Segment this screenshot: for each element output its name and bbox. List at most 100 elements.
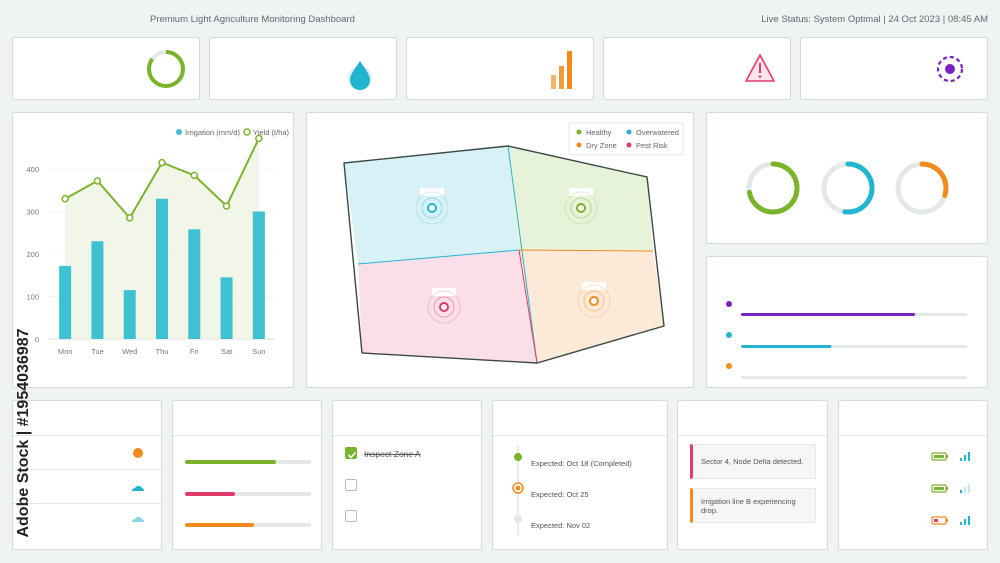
- soil-metrics-card: [172, 400, 322, 550]
- signal-weak-icon: [960, 484, 970, 493]
- task-label-1: Inspect Zone A: [364, 449, 421, 459]
- kpi-card-alerts[interactable]: [603, 37, 791, 100]
- y-tick-label: 100: [26, 293, 39, 302]
- y-tick-label: 400: [26, 165, 39, 174]
- signal-strong-icon-2: [960, 516, 970, 525]
- metric-bar-green: [185, 460, 276, 464]
- task-checkbox-2[interactable]: [345, 479, 357, 491]
- bar-sat: [220, 277, 233, 339]
- ring-gauges-card: [706, 112, 988, 244]
- progress-marker-3: [726, 363, 732, 369]
- metric-bar-pink: [185, 492, 236, 496]
- sun-icon: [133, 448, 143, 458]
- progress-bar-2: [741, 345, 832, 348]
- ring-gauge-3: [895, 161, 949, 215]
- timeline-card: Expected: Oct 18 (Completed) Expected: O…: [492, 400, 668, 550]
- ring-gauges: [746, 161, 949, 215]
- yield-point-mon: [61, 195, 69, 203]
- bar-sun: [252, 211, 265, 339]
- bar-fri: [188, 229, 201, 339]
- page-title: Premium Light Agriculture Monitoring Das…: [150, 14, 355, 25]
- y-tick-label: 0: [35, 335, 39, 344]
- kpi-card-yield[interactable]: [406, 37, 594, 100]
- battery-low-icon: [931, 516, 948, 525]
- zone-healthy: [508, 146, 653, 251]
- cloud-icon: [132, 485, 145, 491]
- legend-overwatered: Overwatered: [636, 128, 679, 137]
- bar-mon: [59, 265, 72, 339]
- yield-point-thu: [158, 158, 166, 167]
- cloud-light-icon: [132, 516, 145, 522]
- alert-text-2: Irrigation line B experiencing drop.: [701, 496, 796, 515]
- alert-item-2[interactable]: Irrigation line B experiencing drop.: [690, 488, 816, 523]
- x-tick-label: Thu: [156, 347, 169, 356]
- timeline-item-3: Expected: Nov 02: [531, 521, 591, 530]
- y-tick-label: 300: [26, 208, 39, 217]
- warning-triangle-icon: [745, 54, 775, 82]
- map-legend: Healthy Overwatered Dry Zone Pest Risk: [568, 122, 684, 156]
- watermark-text: Adobe Stock | #1954036987: [15, 327, 32, 538]
- field-map[interactable]: Healthy Overwatered Dry Zone Pest Risk: [307, 113, 695, 389]
- yield-point-sun: [255, 134, 263, 143]
- water-drop-icon: [348, 61, 372, 90]
- alert-item-1[interactable]: Sector 4, Node Delta detected.: [690, 444, 816, 479]
- x-tick-label: Mon: [58, 347, 73, 356]
- task-checkbox-3[interactable]: [345, 510, 357, 522]
- status-time: 08:45 AM: [947, 14, 988, 25]
- sensor-healthy[interactable]: [564, 188, 598, 225]
- status-separator: |: [880, 14, 889, 25]
- irrigation-yield-chart-card: 0 100 200 300 400 Mon Tue Wed Thu Fri Sat Sun Irriga…: [12, 112, 294, 388]
- zone-dry: [519, 250, 664, 363]
- x-tick-label: Tue: [91, 347, 104, 356]
- task-checkbox-1[interactable]: [345, 447, 357, 459]
- yield-point-sat: [222, 202, 231, 210]
- bar-chart-icon: [551, 51, 572, 89]
- timeline-item-1: Expected: Oct 18 (Completed): [531, 459, 632, 468]
- timeline-dot-upcoming: [514, 515, 522, 523]
- kpi-card-progress[interactable]: [12, 37, 200, 100]
- bar-tue: [91, 241, 104, 339]
- x-tick-label: Fri: [190, 347, 199, 356]
- target-icon: [936, 55, 964, 83]
- timeline-item-2: Expected: Oct 25: [531, 490, 589, 499]
- ring-gauge-1: [746, 161, 800, 215]
- field-map-card: Healthy Overwatered Dry Zone Pest Risk: [306, 112, 694, 388]
- tasks-card: Inspect Zone A: [332, 400, 482, 550]
- kpi-card-water[interactable]: [209, 37, 397, 100]
- legend-dry-zone: Dry Zone: [586, 141, 617, 150]
- metric-track-1: [185, 460, 311, 464]
- yield-point-fri: [190, 171, 199, 180]
- devices-card: [838, 400, 988, 550]
- irrigation-yield-chart: 0 100 200 300 400 Mon Tue Wed Thu Fri Sat Sun Irriga…: [26, 128, 289, 356]
- legend-irrigation: Irrigation (mm/d): [185, 128, 241, 137]
- x-tick-label: Sat: [221, 347, 233, 356]
- bar-thu: [156, 198, 168, 339]
- yield-point-wed: [125, 214, 134, 222]
- legend-swatch-yield: [243, 128, 251, 136]
- live-status: Live Status: System Optimal | 24 Oct 202…: [761, 14, 988, 25]
- legend-pest-risk: Pest Risk: [636, 141, 668, 150]
- battery-full-icon: [931, 452, 948, 461]
- metric-bar-orange: [185, 523, 255, 527]
- legend-healthy: Healthy: [586, 128, 612, 137]
- progress-ring-icon: [147, 50, 185, 88]
- x-tick-label: Wed: [122, 347, 137, 356]
- metric-track-3: [185, 523, 311, 527]
- metric-track-2: [185, 492, 311, 496]
- kpi-card-target[interactable]: [800, 37, 988, 100]
- progress-bars-card: [706, 256, 988, 388]
- bar-wed: [123, 290, 136, 339]
- yield-point-tue: [93, 177, 102, 185]
- legend-yield: Yield (t/ha): [253, 128, 289, 137]
- sensor-pest-risk[interactable]: [427, 288, 461, 324]
- status-separator-2: |: [940, 14, 948, 25]
- sensor-dry-zone[interactable]: [577, 282, 611, 318]
- ring-gauge-2: [821, 161, 875, 215]
- x-tick-label: Sun: [252, 347, 265, 356]
- status-text: Live Status: System Optimal: [761, 14, 881, 25]
- progress-marker-2: [726, 332, 732, 338]
- status-list-card: [12, 400, 162, 550]
- alert-text-1: Sector 4, Node Delta detected.: [701, 457, 804, 466]
- watermark: Adobe Stock | #1954036987: [14, 315, 34, 550]
- sensor-overwatered[interactable]: [415, 188, 449, 225]
